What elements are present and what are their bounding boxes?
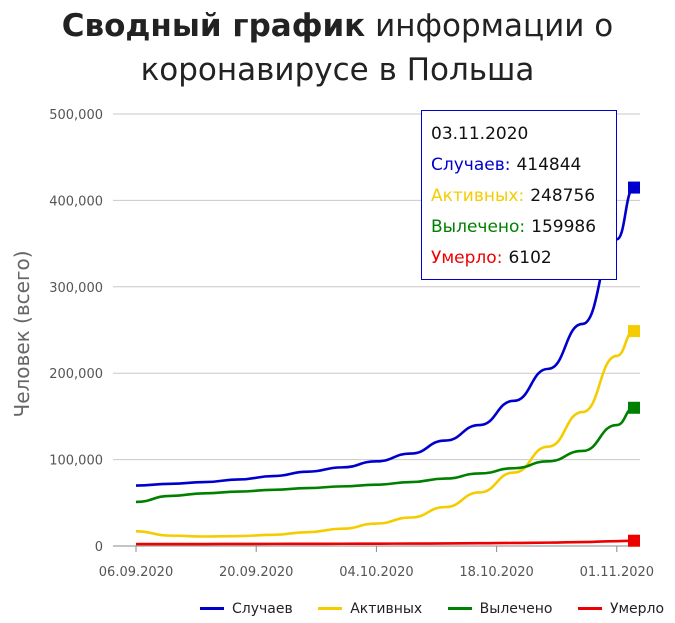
legend-label-cases: Случаев — [232, 600, 293, 617]
x-tick-label: 06.09.2020 — [99, 565, 173, 580]
y-tick-label: 200,000 — [49, 367, 103, 382]
legend-swatch-active — [318, 607, 343, 610]
legend-item-active[interactable]: Активных — [318, 601, 422, 617]
legend-item-deaths[interactable]: Умерло — [577, 600, 665, 617]
tooltip-date: 03.11.2020 — [431, 124, 529, 144]
legend-label-recovered: Вылечено — [479, 600, 553, 617]
tooltip-value-cases: 414844 — [516, 155, 582, 175]
tooltip-value-deaths: 6102 — [508, 248, 552, 268]
tooltip-value-recovered: 159986 — [531, 217, 597, 237]
tooltip: 03.11.2020 Случаев: 414844 Активных: 24875… — [421, 110, 617, 280]
series-line-2 — [135, 406, 635, 504]
series-line-3 — [135, 539, 635, 546]
y-tick-label: 500,000 — [49, 108, 103, 123]
legend-label-deaths: Умерло — [609, 600, 665, 617]
series-end-marker-3 — [628, 534, 640, 547]
tooltip-row-recovered: Вылечено: 159986 — [431, 212, 607, 243]
tooltip-label-recovered: Вылечено: — [431, 217, 526, 237]
legend: Случаев Активных Вылечено Умерло — [200, 598, 664, 617]
legend-item-cases[interactable]: Случаев — [200, 601, 293, 617]
series-line-1 — [135, 329, 635, 538]
series-end-marker-2 — [628, 401, 640, 414]
y-tick-label: 400,000 — [49, 194, 103, 209]
legend-item-recovered[interactable]: Вылечено — [447, 600, 553, 617]
series-end-marker-0 — [628, 181, 640, 194]
legend-swatch-deaths — [577, 607, 602, 610]
tooltip-label-active: Активных: — [431, 186, 525, 206]
title-line1: информации о — [375, 8, 614, 44]
legend-swatch-recovered — [447, 607, 472, 610]
x-tick-label: 18.10.2020 — [459, 565, 533, 580]
legend-label-active: Активных — [350, 600, 423, 617]
series-line-0 — [135, 186, 635, 487]
title-bold: Сводный график — [61, 8, 366, 44]
legend-swatch-cases — [200, 607, 224, 610]
tooltip-label-deaths: Умерло: — [431, 248, 503, 268]
y-tick-label: 100,000 — [49, 454, 103, 469]
y-tick-label: 0 — [95, 540, 103, 555]
tooltip-row-deaths: Умерло: 6102 — [431, 243, 607, 274]
series-end-marker-1 — [628, 325, 640, 338]
tooltip-row-active: Активных: 248756 — [431, 181, 607, 212]
tooltip-value-active: 248756 — [530, 186, 596, 206]
x-tick-label: 04.10.2020 — [339, 565, 413, 580]
title-line2: коронавирусе в Польша — [140, 52, 535, 88]
tooltip-label-cases: Случаев: — [431, 155, 511, 175]
x-tick-label: 20.09.2020 — [219, 565, 293, 580]
chart-title: Сводный график информации о коронавирусе… — [0, 4, 675, 92]
y-tick-label: 300,000 — [49, 281, 103, 296]
x-tick-label: 01.11.2020 — [580, 565, 654, 580]
tooltip-row-cases: Случаев: 414844 — [431, 150, 607, 181]
